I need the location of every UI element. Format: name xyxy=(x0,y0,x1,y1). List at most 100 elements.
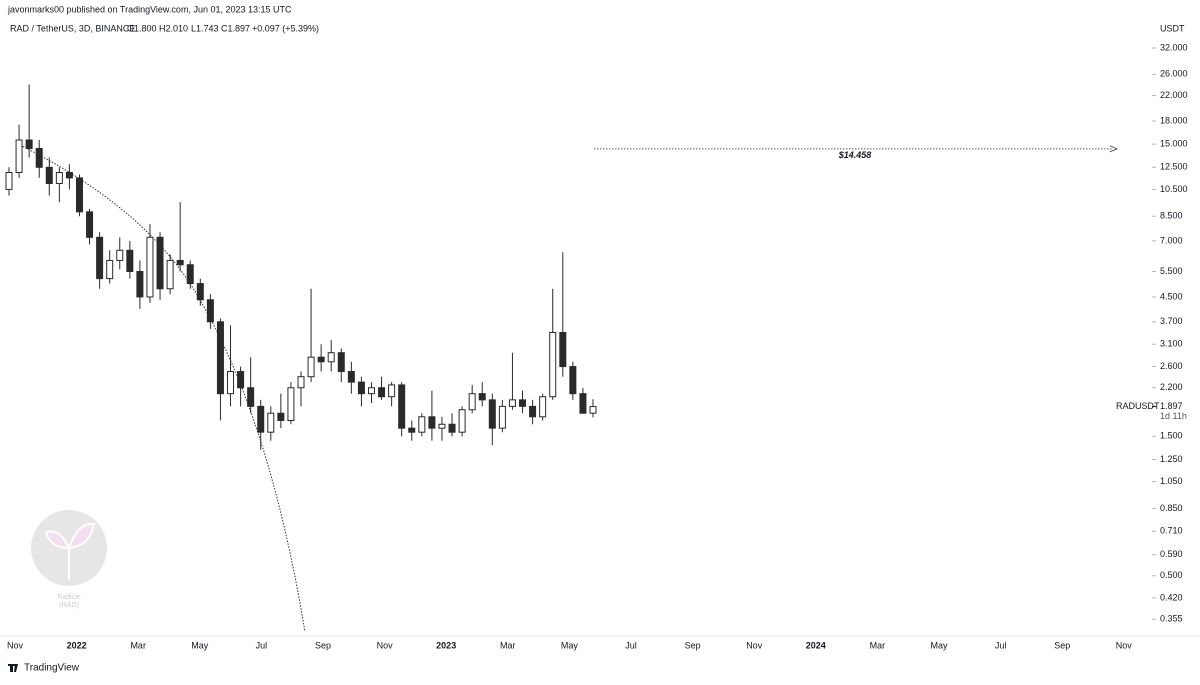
candle-body xyxy=(297,376,305,389)
x-tick-label: Sep xyxy=(315,640,331,650)
candle-body xyxy=(146,236,154,298)
x-tick-label: Nov xyxy=(377,640,394,650)
candle-body xyxy=(408,427,416,433)
candle-body xyxy=(498,405,506,429)
candle-body xyxy=(337,352,345,373)
candle-body xyxy=(176,259,184,266)
x-tick-label: May xyxy=(561,640,579,650)
last-price-label: 1.897 xyxy=(1160,401,1183,411)
header: javonmarks00 published on TradingView.co… xyxy=(7,4,292,14)
x-tick-label: 2023 xyxy=(436,640,456,650)
y-tick-label: 26.000 xyxy=(1160,69,1188,79)
candle-body xyxy=(357,381,365,395)
y-tick-label: 32.000 xyxy=(1160,42,1188,52)
x-tick-label: May xyxy=(191,640,209,650)
candle-body xyxy=(347,371,355,383)
candle-body xyxy=(96,236,104,280)
y-tick-label: 4.500 xyxy=(1160,291,1183,301)
candle-body xyxy=(327,352,335,363)
y-tick-label: 15.000 xyxy=(1160,139,1188,149)
candle-body xyxy=(55,171,63,185)
candle-body xyxy=(206,299,214,323)
candle-body xyxy=(106,259,114,280)
candle-body xyxy=(508,399,516,407)
footer-logo xyxy=(8,664,18,672)
currency: USDT xyxy=(1160,23,1185,33)
y-tick-label: 1.050 xyxy=(1160,476,1183,486)
x-tick-label: Nov xyxy=(7,640,24,650)
watermark-text: (RAD) xyxy=(59,602,78,609)
candle-body xyxy=(428,416,436,429)
candle-body xyxy=(287,387,295,421)
candle-body xyxy=(418,416,426,433)
candle-body xyxy=(529,405,537,418)
y-tick-label: 0.850 xyxy=(1160,503,1183,513)
last-price-countdown: 1d 11h xyxy=(1160,411,1187,421)
candle-body xyxy=(267,412,275,433)
candle-body xyxy=(448,423,456,433)
candle-body xyxy=(579,393,587,414)
ohlc-low: L1.743 xyxy=(191,23,219,33)
y-tick-label: 0.500 xyxy=(1160,570,1183,580)
candle-body xyxy=(126,249,134,272)
candle-body xyxy=(559,332,567,368)
candle-body xyxy=(247,387,255,407)
ohlc-high: H2.010 xyxy=(159,23,188,33)
candle-body xyxy=(166,259,174,290)
candle-body xyxy=(438,423,446,429)
y-tick-label: 0.420 xyxy=(1160,592,1183,602)
y-tick-label: 7.000 xyxy=(1160,235,1183,245)
ohlc-close: C1.897 xyxy=(221,23,250,33)
candle-body xyxy=(186,264,194,285)
ohlc-open: O1.800 xyxy=(127,23,157,33)
y-tick-label: 1.500 xyxy=(1160,431,1183,441)
x-tick-label: 2024 xyxy=(806,640,826,650)
y-tick-label: 0.710 xyxy=(1160,526,1183,536)
x-tick-label: Jul xyxy=(625,640,637,650)
y-tick-label: 5.500 xyxy=(1160,266,1183,276)
candle-body xyxy=(539,396,547,418)
candle-body xyxy=(277,412,285,421)
x-tick-label: Sep xyxy=(1054,640,1070,650)
x-tick-label: Sep xyxy=(685,640,701,650)
candle-body xyxy=(519,399,527,407)
x-tick-label: Nov xyxy=(746,640,763,650)
watermark-sprout xyxy=(44,522,96,580)
candle-body xyxy=(45,166,53,185)
x-tick-label: Nov xyxy=(1116,640,1133,650)
y-tick-label: 3.700 xyxy=(1160,316,1183,326)
candle-body xyxy=(136,270,144,298)
candle-body xyxy=(257,405,265,433)
symbol: RAD / TetherUS, 3D, BINANCE xyxy=(10,23,135,33)
y-tick-label: 3.100 xyxy=(1160,339,1183,349)
x-tick-label: Jul xyxy=(995,640,1007,650)
candle-body xyxy=(488,399,496,429)
x-tick-label: Mar xyxy=(130,640,146,650)
x-tick-label: Jul xyxy=(256,640,268,650)
x-tick-label: Mar xyxy=(870,640,886,650)
y-tick-label: 1.250 xyxy=(1160,454,1183,464)
candle-body xyxy=(478,393,486,401)
candle-body xyxy=(156,236,164,290)
candle-body xyxy=(317,356,325,363)
candle-body xyxy=(378,387,386,398)
y-tick-label: 12.500 xyxy=(1160,162,1188,172)
candle-body xyxy=(65,171,73,179)
x-tick-label: Mar xyxy=(500,640,516,650)
candle-body xyxy=(116,249,124,261)
candle-body xyxy=(569,366,577,395)
y-tick-label: 22.000 xyxy=(1160,90,1188,100)
y-tick-label: 2.600 xyxy=(1160,361,1183,371)
watermark-text: Radicle xyxy=(57,594,80,601)
price-line-arrow xyxy=(1109,145,1119,153)
y-tick-label: 18.000 xyxy=(1160,115,1188,125)
last-price-name: RADUSDT xyxy=(1116,401,1160,411)
candle-body xyxy=(227,371,235,395)
candle-body xyxy=(15,139,23,173)
candle-body xyxy=(307,356,315,378)
candle-body xyxy=(35,147,43,168)
price-line-label: $14.458 xyxy=(838,150,872,160)
candle-body xyxy=(458,409,466,433)
